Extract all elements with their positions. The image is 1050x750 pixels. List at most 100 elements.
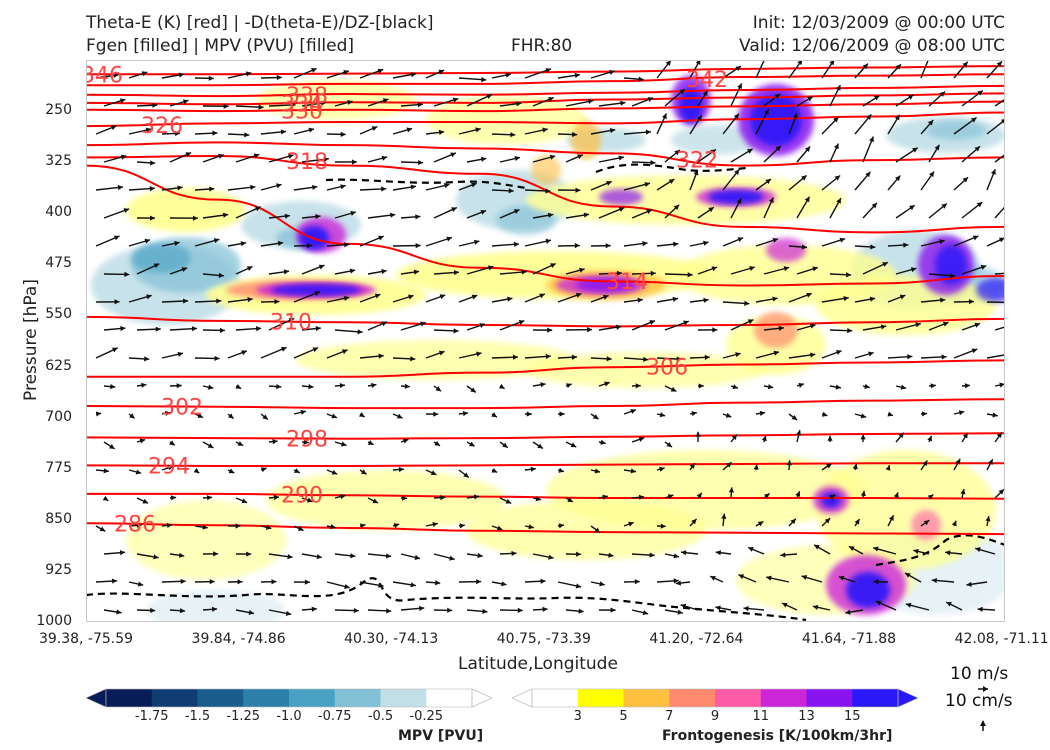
wind-vector-head (972, 235, 979, 241)
wind-vector-head (389, 212, 396, 218)
wind-vector-head (150, 215, 156, 221)
wind-vector-head (992, 412, 998, 418)
wind-vector-head (219, 327, 225, 333)
wind-vector-head (381, 268, 387, 275)
wind-vector-head (960, 488, 966, 495)
wind-vector-head (406, 127, 413, 133)
wind-vector (994, 272, 1005, 275)
wind-vector-head (869, 296, 876, 302)
wind-vector (755, 60, 766, 79)
wind-vector-head (913, 548, 919, 554)
wind-vector-head (135, 469, 142, 475)
wind-vector-head (545, 238, 552, 244)
wind-vector-head (228, 413, 234, 419)
wind-vector-head (644, 181, 651, 187)
wind-vector-head (642, 241, 648, 247)
colorbar-segment (289, 689, 336, 707)
wind-vector-head (637, 297, 643, 303)
wind-vector-head (673, 241, 679, 247)
wind-vector-head (726, 462, 732, 468)
wind-vector-head (95, 411, 102, 417)
wind-vector-head (642, 610, 649, 616)
wind-vector-head (343, 69, 349, 75)
wind-vector-head (996, 432, 1002, 439)
wind-vector-head (698, 383, 704, 389)
wind-vector-head (728, 487, 734, 493)
wind-vector-head (415, 242, 421, 249)
wind-vector-head (182, 298, 189, 304)
wind-vector-head (845, 272, 852, 278)
colorbar-tick-label: -1.25 (226, 709, 261, 724)
wind-vector-head (668, 179, 675, 184)
y-tick-label: 400 (45, 204, 72, 221)
wind-vector-head (350, 210, 356, 216)
wind-vector-head (294, 468, 300, 473)
wind-vector-head (834, 175, 841, 181)
wind-vector-head (119, 98, 126, 104)
wind-vector-head (845, 609, 851, 615)
wind-vector-head (790, 518, 796, 525)
wind-vector-head (807, 96, 813, 102)
wind-vector-head (141, 382, 147, 388)
wind-vector-head (178, 552, 185, 558)
wind-vector-head (677, 609, 683, 615)
wind-vector-head (744, 300, 750, 306)
theta-e-contour (86, 315, 1005, 328)
wind-vector-head (835, 85, 841, 91)
wind-vector-head (733, 113, 739, 120)
theta-e-label: 310 (270, 310, 312, 335)
wind-vector-head (247, 296, 253, 303)
x-tick-label: 39.84, -74.86 (191, 631, 286, 647)
wind-vector-head (501, 581, 507, 587)
wind-vector-head (829, 60, 835, 66)
frontogenesis-colorbar (511, 688, 919, 708)
wind-vector-head (680, 603, 687, 609)
colorbar-outline (531, 688, 899, 708)
wind-vector-head (297, 526, 304, 531)
wind-vector-head (179, 608, 186, 614)
wind-vector-head (888, 515, 894, 521)
wind-vector-head (792, 113, 798, 119)
wind-vector-head (480, 209, 487, 215)
wind-vector-head (558, 467, 564, 473)
wind-vector-head (708, 207, 714, 213)
ddz-contour (875, 534, 1005, 567)
wind-vector-head (567, 497, 573, 502)
wind-vector-head (839, 237, 846, 243)
wind-vector-head (537, 443, 543, 449)
wind-vector-head (453, 269, 459, 276)
x-tick-label: 41.64, -71.88 (801, 631, 897, 647)
wind-vector-head (674, 150, 680, 156)
wind-vector-head (288, 318, 295, 323)
wind-vector-head (344, 583, 350, 590)
wind-vector-head (962, 61, 968, 68)
theta-e-contour (86, 111, 1005, 128)
filled-region (671, 125, 761, 155)
wind-vector-head (222, 212, 229, 218)
wind-vector-head (673, 578, 679, 584)
wind-vector-head (548, 554, 554, 560)
wind-vector-head (875, 600, 882, 606)
wind-vector-head (609, 69, 615, 75)
wind-vector-head (177, 351, 184, 357)
wind-vector-head (549, 154, 556, 160)
wind-vector-head (768, 197, 774, 204)
wind-vector-head (385, 553, 392, 559)
wind-vector-head (732, 384, 738, 390)
wind-vector-head (120, 154, 127, 160)
wind-vector-head (315, 325, 321, 332)
wind-vector-head (470, 387, 476, 393)
wind-vector-head (111, 578, 118, 584)
wind-vector-head (116, 609, 122, 615)
frontogenesis-colorbar-title: Frontogenesis [K/100km/3hr] (662, 728, 893, 744)
wind-vector-head (999, 382, 1005, 388)
wind-vector-head (476, 579, 482, 585)
wind-vector-head (783, 266, 790, 272)
quiver-key-w-label: 10 cm/s (945, 691, 1013, 711)
wind-vector-head (402, 438, 409, 444)
wind-vector-head (149, 186, 155, 192)
wind-vector-head (679, 89, 685, 95)
wind-vector-head (955, 458, 961, 465)
colorbar-tick-label: 9 (710, 709, 720, 724)
wind-vector-head (331, 413, 338, 419)
